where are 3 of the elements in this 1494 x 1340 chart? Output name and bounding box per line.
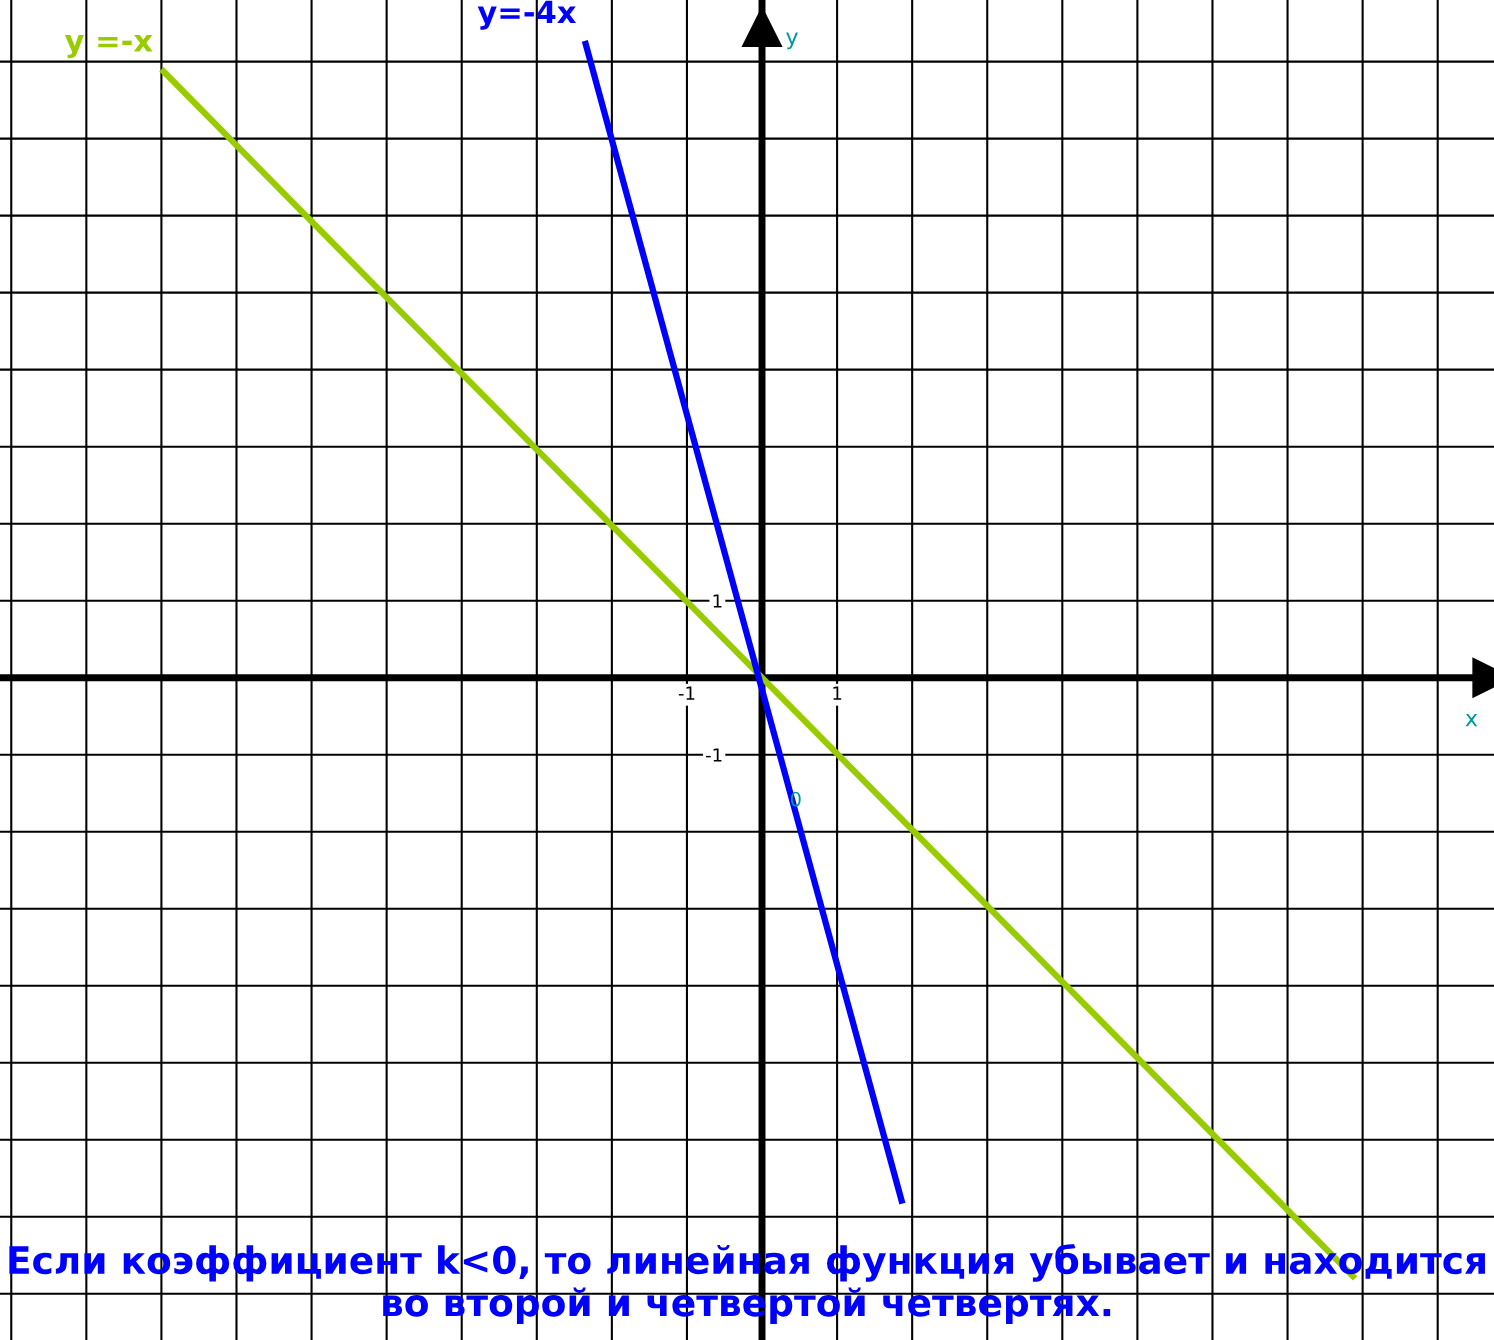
series-label: y =-x	[64, 34, 153, 59]
y-axis-title: y	[786, 32, 798, 50]
x-axis-title: x	[1465, 714, 1478, 727]
